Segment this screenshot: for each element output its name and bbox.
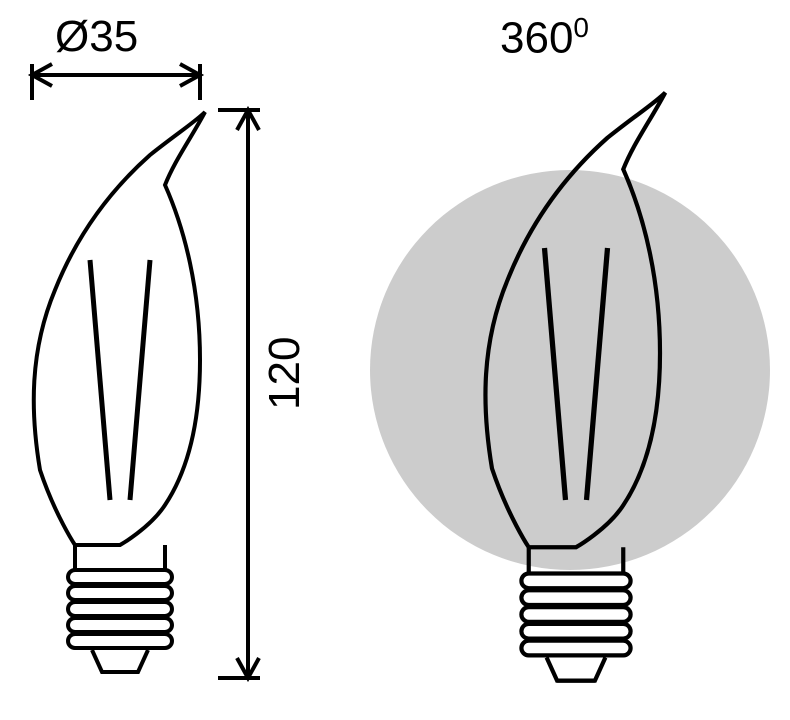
bulb-left xyxy=(0,100,240,700)
glow-circle xyxy=(370,170,770,570)
diagram-canvas: Ø35 120 3600 xyxy=(0,0,790,720)
bulb-right-group xyxy=(350,70,790,710)
